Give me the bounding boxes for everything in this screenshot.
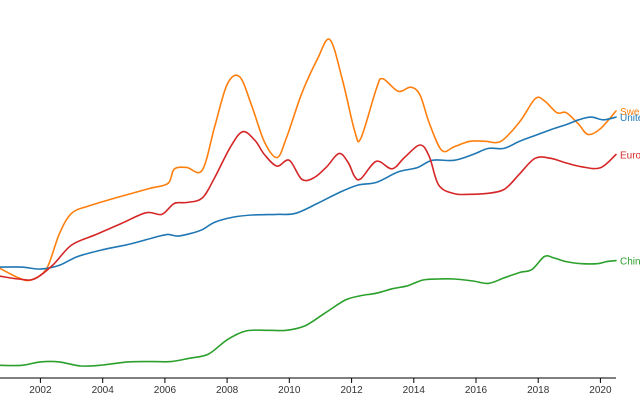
series-line-euro: [0, 130, 617, 281]
x-tick-label-2008: 2008: [216, 385, 239, 396]
x-tick-label-2004: 2004: [92, 385, 115, 396]
series-labels: SwedUnite Euro Chin: [620, 107, 640, 268]
x-tick-label-2010: 2010: [278, 385, 301, 396]
series-label-euro: Euro: [620, 151, 640, 162]
x-tick-label-2014: 2014: [403, 385, 426, 396]
series-label-unite: Unite: [620, 113, 640, 124]
x-axis: 2002 2004 2006 2008 2010 2012 2014 2016 2018 2020: [0, 377, 616, 396]
series-label-chin: Chin: [620, 257, 640, 268]
series-label-swed: Swed: [620, 107, 640, 118]
x-tick-label-2018: 2018: [527, 385, 550, 396]
x-tick-label-2002: 2002: [29, 385, 52, 396]
series-lines: [0, 38, 617, 367]
series-line-swed: [0, 38, 617, 282]
x-tick-label-2020: 2020: [589, 385, 612, 396]
x-tick-label-2012: 2012: [340, 385, 363, 396]
series-line-unite: [0, 116, 617, 270]
series-line-chin: [0, 254, 617, 367]
x-tick-label-2006: 2006: [154, 385, 177, 396]
x-tick-label-2016: 2016: [465, 385, 488, 396]
